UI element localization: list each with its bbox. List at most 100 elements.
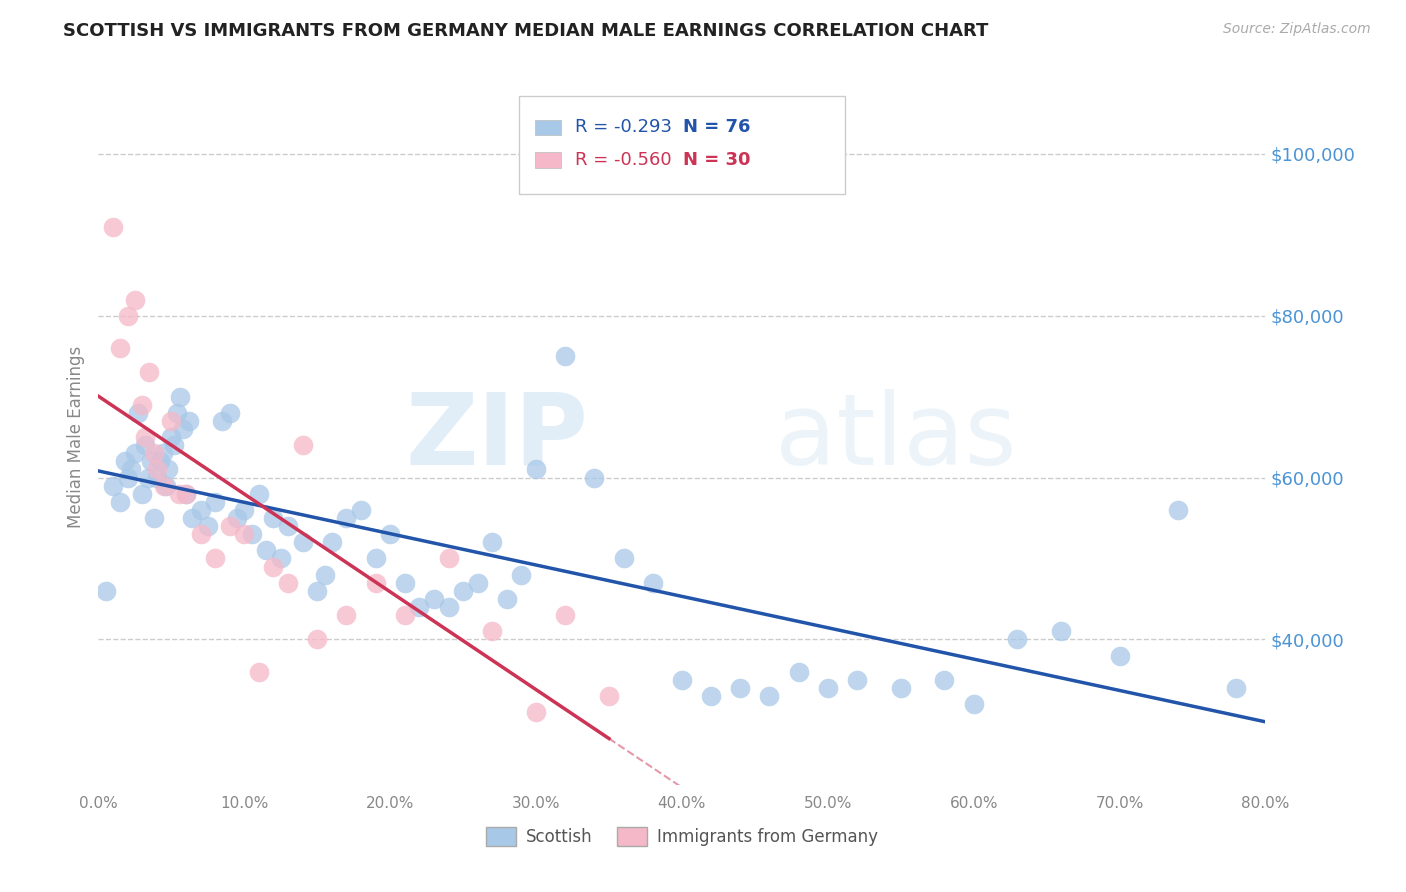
Legend: Scottish, Immigrants from Germany: Scottish, Immigrants from Germany: [479, 821, 884, 853]
Text: Source: ZipAtlas.com: Source: ZipAtlas.com: [1223, 22, 1371, 37]
Point: [226, 511, 249, 525]
Point: [157, 462, 180, 476]
Point: [291, 438, 314, 452]
Point: [481, 535, 503, 549]
Point: [254, 543, 277, 558]
Point: [153, 478, 176, 492]
Point: [846, 673, 869, 687]
Point: [197, 519, 219, 533]
Point: [114, 454, 136, 468]
Point: [142, 511, 165, 525]
Point: [138, 365, 160, 379]
Y-axis label: Median Male Earnings: Median Male Earnings: [66, 346, 84, 528]
Text: ZIP: ZIP: [406, 389, 589, 485]
Point: [127, 406, 149, 420]
Point: [524, 705, 547, 719]
Point: [134, 438, 156, 452]
Point: [467, 575, 489, 590]
Point: [277, 519, 299, 533]
Point: [131, 398, 153, 412]
Point: [335, 511, 357, 525]
Point: [142, 446, 165, 460]
Point: [136, 470, 159, 484]
Point: [190, 503, 212, 517]
Point: [408, 599, 430, 614]
FancyBboxPatch shape: [534, 120, 561, 135]
Point: [152, 446, 174, 460]
Point: [1167, 503, 1189, 517]
Point: [1108, 648, 1130, 663]
Text: SCOTTISH VS IMMIGRANTS FROM GERMANY MEDIAN MALE EARNINGS CORRELATION CHART: SCOTTISH VS IMMIGRANTS FROM GERMANY MEDI…: [63, 22, 988, 40]
Point: [172, 422, 194, 436]
Point: [247, 665, 270, 679]
Point: [204, 495, 226, 509]
Point: [890, 681, 912, 695]
Point: [612, 551, 634, 566]
Point: [174, 486, 197, 500]
Point: [671, 673, 693, 687]
Point: [174, 486, 197, 500]
Point: [149, 454, 172, 468]
Point: [554, 608, 576, 623]
Point: [437, 599, 460, 614]
Point: [110, 495, 132, 509]
Point: [1007, 632, 1029, 647]
Point: [190, 527, 212, 541]
Point: [139, 454, 162, 468]
Point: [364, 551, 387, 566]
Point: [437, 551, 460, 566]
Point: [394, 575, 416, 590]
Point: [177, 414, 200, 428]
Point: [180, 511, 202, 525]
Text: atlas: atlas: [775, 389, 1017, 485]
Point: [307, 583, 329, 598]
Point: [291, 535, 314, 549]
Point: [247, 486, 270, 500]
Point: [117, 309, 139, 323]
Point: [262, 511, 284, 525]
Point: [155, 478, 177, 492]
Point: [730, 681, 752, 695]
Point: [641, 575, 664, 590]
Text: N = 30: N = 30: [683, 151, 751, 169]
Point: [321, 535, 343, 549]
Point: [94, 583, 117, 598]
Point: [233, 503, 256, 517]
Point: [314, 567, 336, 582]
Point: [110, 341, 132, 355]
Point: [169, 390, 191, 404]
Point: [131, 486, 153, 500]
Point: [1225, 681, 1247, 695]
Point: [134, 430, 156, 444]
Point: [598, 689, 620, 703]
Point: [350, 503, 373, 517]
Point: [166, 406, 188, 420]
Point: [277, 575, 299, 590]
Point: [481, 624, 503, 639]
Point: [394, 608, 416, 623]
Point: [364, 575, 387, 590]
Point: [124, 293, 146, 307]
Point: [146, 470, 169, 484]
Point: [101, 478, 124, 492]
Point: [233, 527, 256, 541]
FancyBboxPatch shape: [519, 96, 845, 194]
Point: [451, 583, 474, 598]
FancyBboxPatch shape: [534, 153, 561, 168]
Point: [962, 697, 984, 711]
Text: N = 76: N = 76: [683, 118, 751, 136]
Point: [167, 486, 190, 500]
Point: [496, 591, 519, 606]
Point: [218, 519, 240, 533]
Point: [117, 470, 139, 484]
Point: [160, 414, 183, 428]
Point: [934, 673, 956, 687]
Point: [124, 446, 146, 460]
Point: [307, 632, 329, 647]
Point: [335, 608, 357, 623]
Point: [204, 551, 226, 566]
Point: [120, 462, 142, 476]
Point: [163, 438, 186, 452]
Point: [160, 430, 183, 444]
Point: [101, 219, 124, 234]
